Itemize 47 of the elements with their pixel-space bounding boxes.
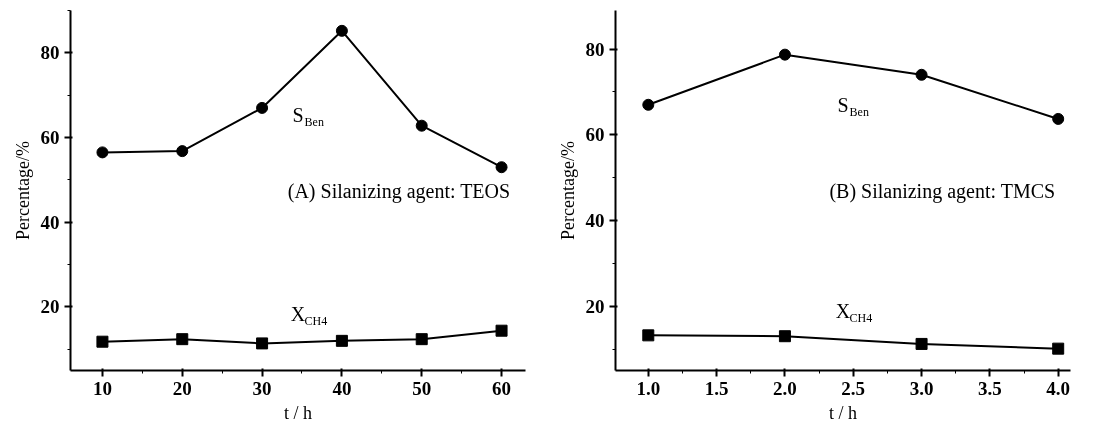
x-tick-label: 1.0 (636, 377, 661, 399)
y-tick-label: 40 (40, 211, 60, 233)
x-axis-title: t / h (284, 402, 313, 423)
y-axis-title: Percentage/% (557, 141, 578, 240)
point (176, 333, 189, 346)
point (778, 330, 791, 343)
x-tick-label: 3.5 (978, 377, 1002, 399)
point (256, 337, 269, 350)
point (96, 335, 109, 348)
point (642, 98, 655, 111)
point (415, 119, 428, 132)
x-tick-label: 50 (412, 377, 432, 399)
y-tick-label: 80 (40, 42, 60, 64)
x-tick-label: 20 (172, 377, 192, 399)
point (1052, 112, 1065, 125)
point (915, 68, 928, 81)
x-tick-label: 40 (332, 377, 352, 399)
x-tick-label: 60 (492, 377, 512, 399)
x-tick-label: 3.0 (909, 377, 934, 399)
x-tick-label: 2.0 (773, 377, 797, 399)
point (642, 329, 655, 342)
x-axis-title: t / h (829, 402, 858, 423)
point (495, 161, 508, 174)
point (335, 334, 348, 347)
point (335, 24, 348, 37)
point (1052, 342, 1065, 355)
annotation: (A) Silanizing agent: TEOS (287, 179, 511, 203)
point (96, 146, 109, 159)
point (415, 333, 428, 346)
x-tick-label: 2.5 (841, 377, 866, 399)
x-tick-label: 30 (252, 377, 272, 399)
y-tick-label: 20 (585, 295, 605, 317)
point (176, 145, 189, 158)
x-tick-label: 4.0 (1046, 377, 1071, 399)
annotation: (B) Silanizing agent: TMCS (829, 179, 1056, 203)
y-tick-label: 20 (40, 296, 60, 318)
x-tick-label: 1.5 (704, 377, 729, 399)
point (778, 48, 791, 61)
point (915, 337, 928, 350)
y-axis-title: Percentage/% (12, 141, 33, 240)
y-tick-label: 80 (585, 38, 605, 60)
x-tick-label: 10 (92, 377, 112, 399)
y-tick-label: 60 (585, 124, 605, 146)
point (256, 101, 269, 114)
point (495, 324, 508, 337)
y-tick-label: 40 (585, 210, 605, 231)
y-tick-label: 60 (40, 127, 60, 149)
